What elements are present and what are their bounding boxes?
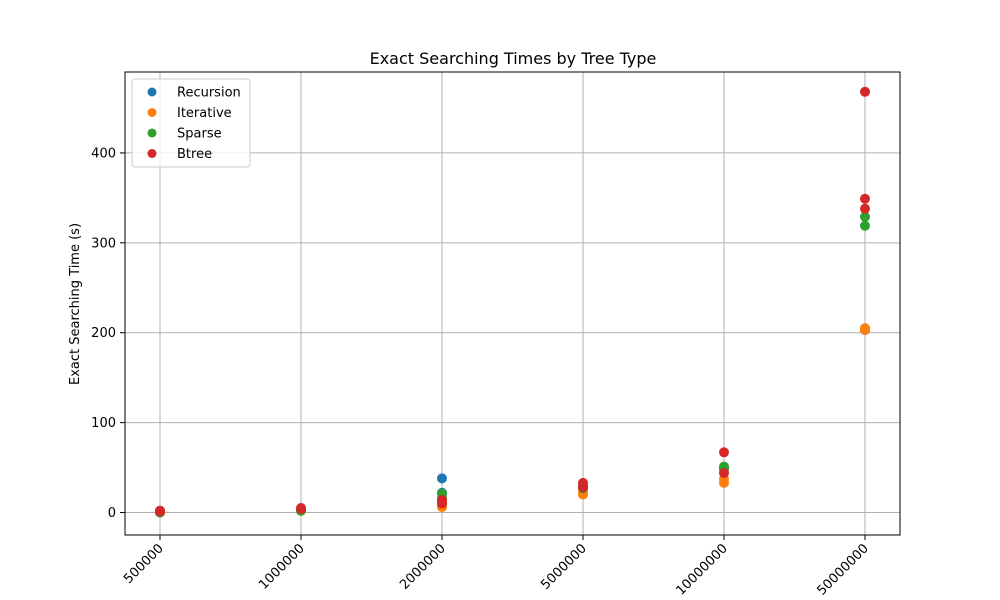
point-sparse (860, 211, 870, 222)
chart-title: Exact Searching Times by Tree Type (370, 49, 657, 68)
legend-marker-recursion (147, 87, 157, 97)
legend: Recursion Iterative Sparse Btree (131, 78, 251, 168)
x-axis-ticks: 500000 1000000 2000000 5000000 10000000 50000… (121, 535, 872, 599)
legend-label-recursion: Recursion (177, 86, 241, 101)
x-tick-label: 2000000 (397, 541, 449, 593)
legend-marker-btree (147, 149, 157, 158)
point-sparse (860, 220, 870, 231)
legend-entries: Recursion Iterative Sparse Btree (147, 86, 241, 162)
x-tick-label: 10000000 (673, 541, 730, 598)
legend-marker-sparse (147, 128, 157, 138)
legend-label-btree: Btree (177, 147, 212, 162)
point-btree (296, 503, 306, 514)
point-btree (860, 86, 870, 97)
point-recursion (437, 473, 447, 484)
point-btree (719, 447, 729, 458)
point-btree (437, 496, 447, 507)
legend-marker-iterative (147, 108, 157, 117)
point-btree (860, 203, 870, 214)
legend-label-iterative: Iterative (177, 106, 232, 121)
legend-box (131, 78, 251, 168)
y-tick-label: 200 (91, 326, 116, 341)
data-points (155, 86, 870, 518)
point-btree (155, 506, 165, 517)
grid-lines (125, 72, 900, 535)
y-axis-label: Exact Searching Time (s) (68, 223, 83, 385)
y-tick-label: 100 (91, 416, 116, 431)
y-tick-label: 300 (91, 236, 116, 251)
x-tick-label: 5000000 (538, 541, 590, 593)
plot-frame (124, 71, 901, 536)
x-tick-label: 50000000 (814, 541, 871, 598)
point-btree (860, 193, 870, 204)
point-iterative (860, 323, 870, 334)
y-axis-ticks: 0 100 200 300 400 (91, 146, 125, 521)
y-tick-label: 0 (108, 506, 116, 521)
legend-label-sparse: Sparse (177, 127, 222, 142)
x-tick-label: 500000 (121, 541, 167, 587)
point-btree (578, 482, 588, 493)
point-btree (719, 467, 729, 478)
y-tick-label: 400 (91, 146, 116, 161)
x-tick-label: 1000000 (256, 541, 308, 593)
